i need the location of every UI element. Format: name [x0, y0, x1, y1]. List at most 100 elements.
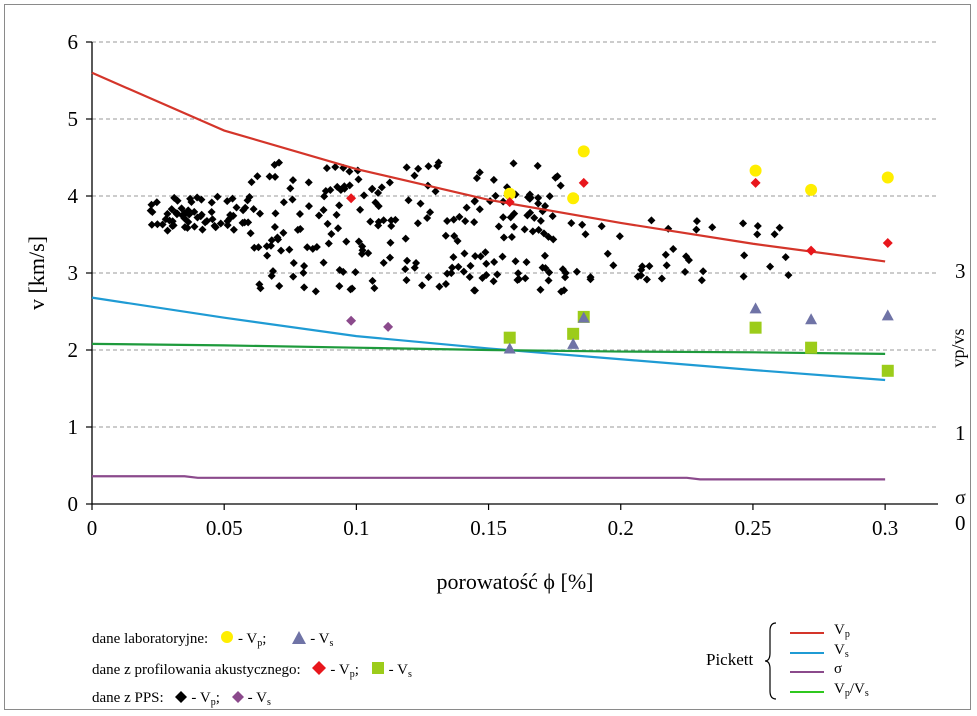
pps-vp-point	[364, 249, 373, 258]
pps-vp-point	[410, 263, 419, 272]
pps-vp-point	[186, 194, 195, 203]
lab-vs-point	[577, 311, 590, 323]
pps-vp-point	[708, 223, 717, 232]
legend-lab-label: dane laboratoryjne:	[92, 631, 209, 647]
right-tick-label: 0	[955, 511, 966, 535]
pps-vp-point	[521, 274, 530, 283]
pps-vp-point	[273, 233, 282, 242]
pps-vp-point	[470, 286, 479, 295]
pps-vp-point	[207, 198, 216, 207]
pps-vp-point	[540, 251, 549, 260]
pps-vp-point	[586, 273, 595, 282]
pps-vp-point	[177, 204, 186, 213]
pps-vp-point	[190, 207, 199, 216]
pps-vp-point	[541, 264, 550, 273]
pps-vp-point	[386, 238, 395, 247]
pps-vp-point	[441, 231, 450, 240]
pps-vp-point	[403, 256, 412, 265]
pps-vp-point	[443, 269, 452, 278]
pps-vp-point	[431, 187, 440, 196]
pps-vp-point	[184, 217, 193, 226]
pps-vp-point	[534, 225, 543, 234]
pps-vp-point	[193, 213, 202, 222]
legend-lab-vs-text: - Vs	[310, 631, 334, 649]
lab-vs-point	[503, 342, 516, 354]
pps-vp-point	[770, 230, 779, 239]
pps-vp-point	[207, 208, 216, 217]
legend-lab-vp-text: - Vp;	[237, 631, 267, 649]
pps-vp-point	[262, 242, 271, 251]
legend-pps-vp-symbol	[175, 689, 188, 709]
pps-vp-point	[153, 220, 162, 229]
pps-vp-point	[171, 208, 180, 217]
pps-vp-point	[534, 193, 543, 202]
pps-vp-point	[163, 226, 172, 235]
pps-vp-point	[739, 219, 748, 228]
pps-vp-point	[506, 213, 515, 222]
pps-vp-point	[247, 178, 256, 187]
pps-vp-point	[603, 249, 612, 258]
pps-vp-point	[413, 219, 422, 228]
pps-vp-point	[753, 230, 762, 239]
pps-vp-point	[697, 276, 706, 285]
pps-vp-point	[289, 272, 298, 281]
pps-vp-point	[526, 208, 535, 217]
pps-vp-point	[465, 273, 474, 282]
pps-vp-point	[475, 205, 484, 214]
pps-vp-point	[295, 209, 304, 218]
pps-vp-point	[470, 218, 479, 227]
pps-vp-point	[509, 222, 518, 231]
figure-frame	[4, 4, 971, 710]
pps-vp-point	[374, 217, 383, 226]
pps-vp-point	[781, 253, 790, 262]
pps-vp-point	[753, 221, 762, 230]
pps-vp-point	[528, 227, 537, 236]
pps-vp-point	[692, 217, 701, 226]
pps-vp-point	[197, 195, 206, 204]
pps-vp-point	[250, 243, 259, 252]
pps-vp-point	[289, 176, 298, 185]
pps-vp-point	[366, 217, 375, 226]
pps-vp-point	[229, 225, 238, 234]
pps-vp-point	[401, 265, 410, 274]
pps-vs-point	[346, 315, 357, 326]
pps-vp-point	[249, 205, 258, 214]
pps-vp-point	[169, 221, 178, 230]
pps-vp-point	[647, 216, 656, 225]
acoustic-vp-point	[578, 177, 589, 188]
pps-vp-point	[533, 161, 542, 170]
pps-vp-point	[567, 219, 576, 228]
pps-vp-point	[470, 197, 479, 206]
pps-vp-point	[327, 229, 336, 238]
pps-vp-point	[525, 194, 534, 203]
pps-vp-point	[414, 164, 423, 173]
pps-vp-point	[379, 258, 388, 267]
pps-vp-point	[370, 284, 379, 293]
pps-vp-point	[509, 159, 518, 168]
lab-vs-point	[805, 313, 818, 325]
pickett-line-vp	[91, 71, 886, 263]
y-tick-label: 0	[68, 492, 79, 516]
pickett-sigma-line	[790, 671, 824, 673]
pps-vp-point	[699, 267, 708, 276]
pps-vp-point	[387, 216, 396, 225]
pps-vp-point	[314, 211, 323, 220]
right-tick-label: 1	[955, 421, 966, 445]
pickett-line-vpvs	[91, 342, 886, 355]
pps-vp-point	[476, 252, 485, 261]
pps-vp-point	[525, 190, 534, 199]
y-tick-label: 6	[68, 30, 79, 54]
pps-vp-point	[459, 267, 468, 276]
legend-acoustic-vp-symbol	[312, 660, 327, 681]
pps-vp-point	[426, 208, 435, 217]
pps-vp-point	[560, 286, 569, 295]
pps-vp-point	[539, 229, 548, 238]
legend-lab-vp-symbol	[220, 630, 234, 650]
pps-vp-point	[544, 232, 553, 241]
pps-vp-point	[385, 253, 394, 262]
pps-vp-point	[263, 251, 272, 260]
pps-vp-point	[645, 262, 654, 271]
pps-vs-point	[383, 321, 394, 332]
pps-vp-point	[267, 236, 276, 245]
ratio-axis-title: vp/vs	[948, 328, 968, 367]
